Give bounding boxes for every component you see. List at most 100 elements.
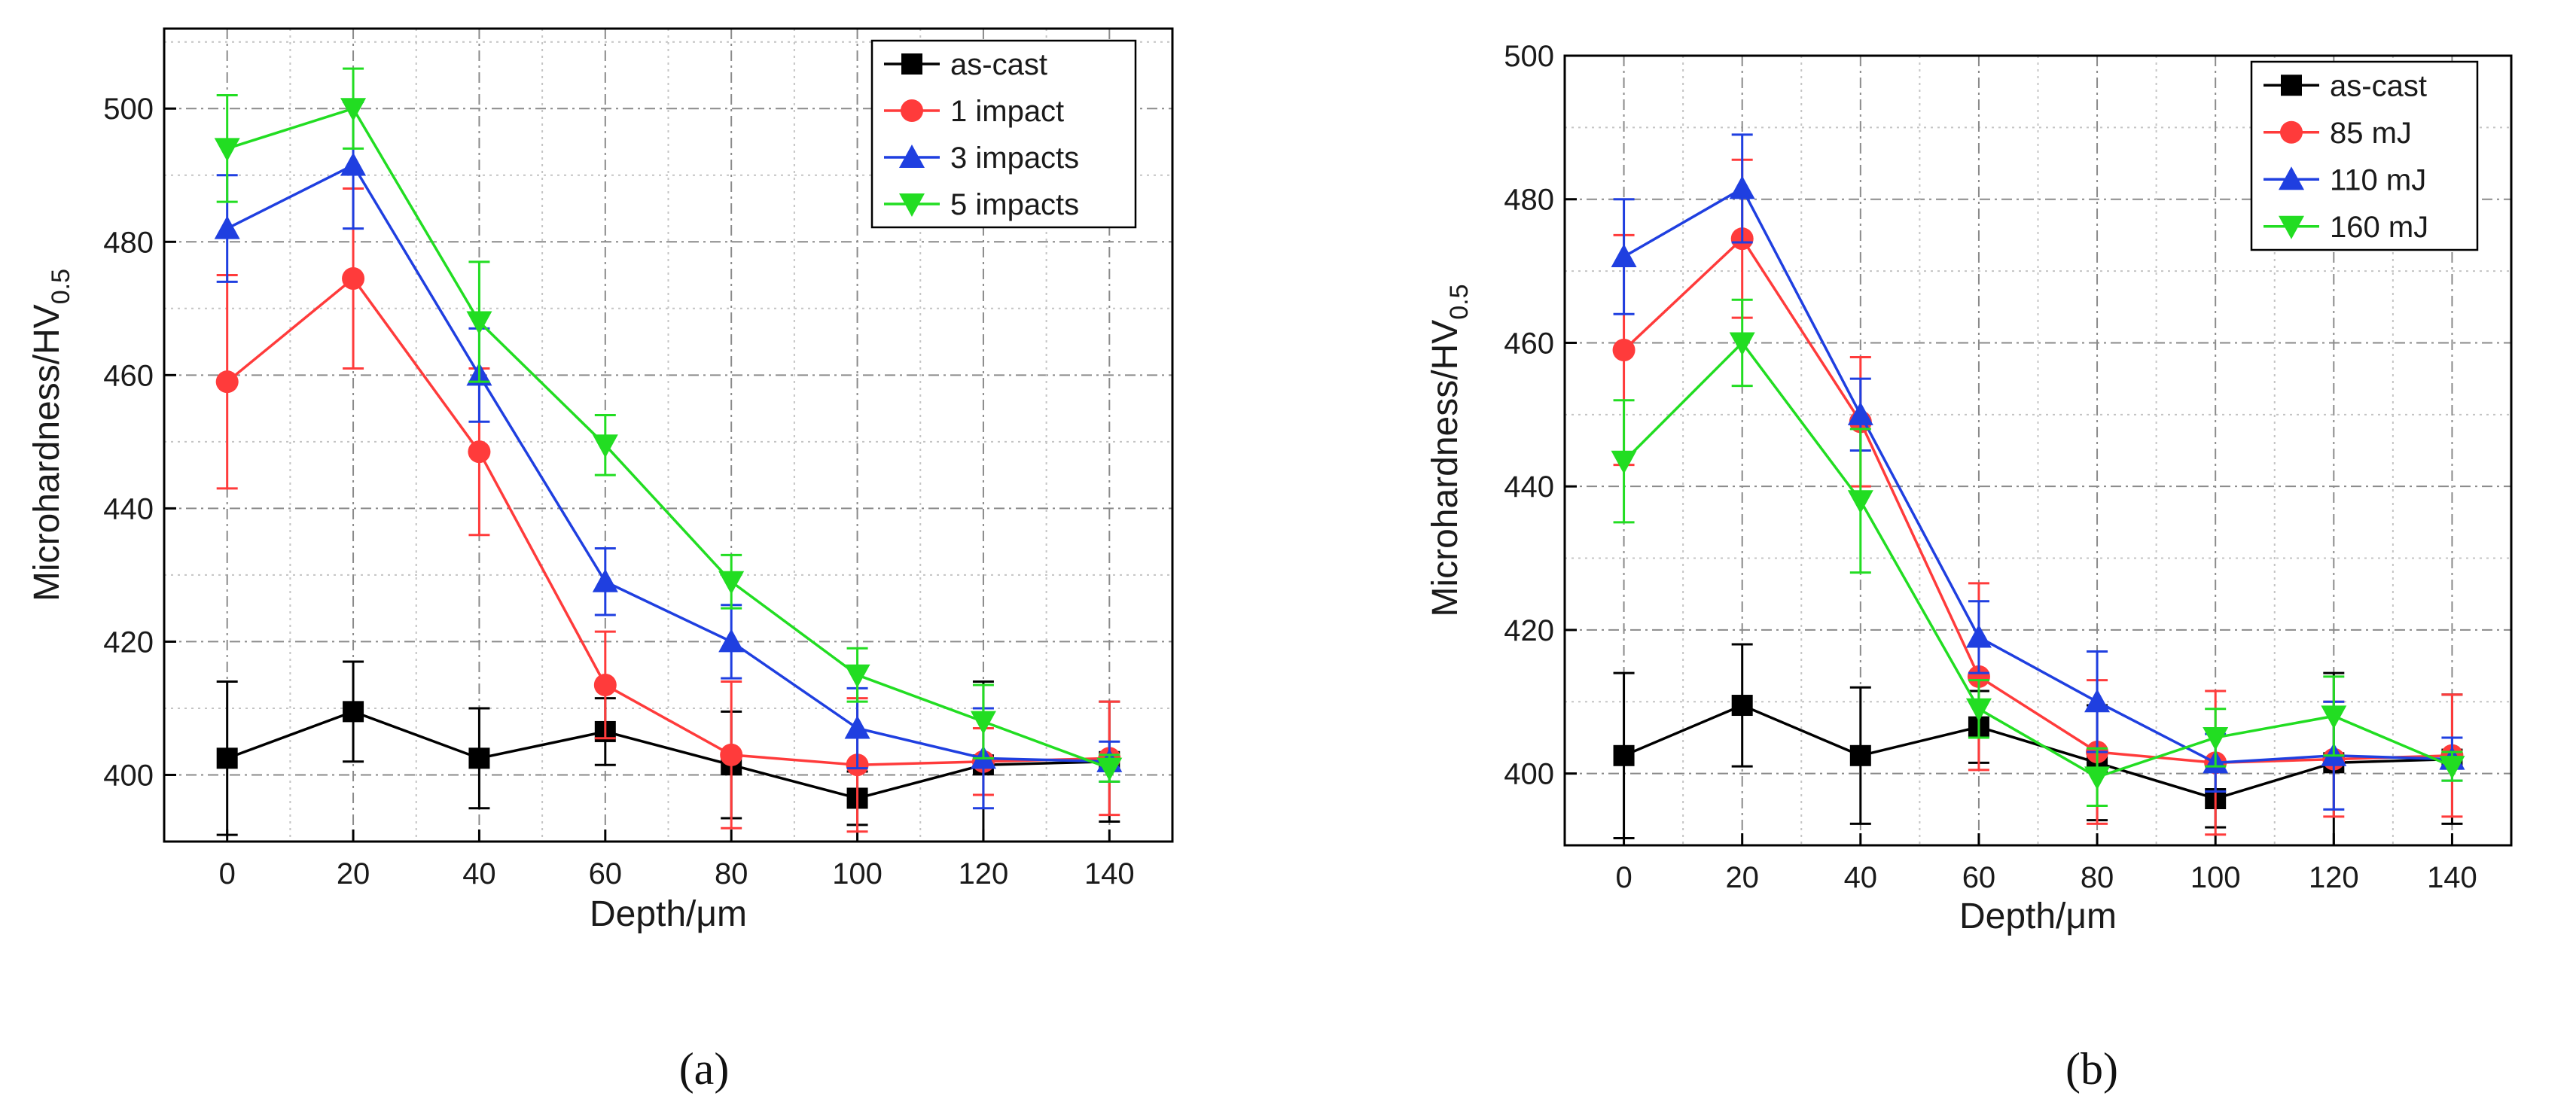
series-line xyxy=(1623,186,2453,765)
panel-a-ytick-label: 400 xyxy=(103,759,154,792)
panel-a-plot-frame xyxy=(163,27,1174,843)
data-point xyxy=(466,311,492,335)
series-line xyxy=(1623,704,2453,800)
panel-b-xtick-label: 0 xyxy=(1615,861,1632,894)
data-point xyxy=(1729,175,1755,199)
data-point xyxy=(1612,338,1636,361)
data-point xyxy=(468,440,491,464)
panel-b-series-160-mJ xyxy=(1611,298,2465,808)
panel-a-caption: (a) xyxy=(679,1044,730,1094)
panel-a-ytick-label: 420 xyxy=(103,626,154,659)
panel-b-xtick-label: 80 xyxy=(2081,861,2114,894)
panel-a-ytick-label: 500 xyxy=(103,93,154,126)
series-line xyxy=(226,276,1110,766)
data-point xyxy=(1967,665,1990,688)
legend-label: 85 mJ xyxy=(2330,117,2412,150)
legend-label: 1 impact xyxy=(950,95,1064,128)
panel-a-xtick-label: 120 xyxy=(959,857,1009,890)
data-point xyxy=(1965,698,1992,722)
data-point xyxy=(2321,705,2347,729)
panel-a-ytick-label: 460 xyxy=(103,359,154,392)
panel-a-xtick-label: 140 xyxy=(1084,857,1135,890)
data-point xyxy=(1613,744,1635,766)
data-point xyxy=(214,215,240,239)
series-line xyxy=(226,163,1110,763)
panel-b-xtick-label: 140 xyxy=(2427,861,2477,894)
data-point xyxy=(215,370,239,394)
data-point xyxy=(2439,756,2465,780)
legend-marker xyxy=(901,99,923,122)
panel-b-xtick-label: 40 xyxy=(1844,861,1878,894)
data-point xyxy=(2203,726,2229,750)
panel-a-xtick-label: 20 xyxy=(337,857,370,890)
panel-a-legend: as-cast 1 impact 3 impacts 5 impacts xyxy=(870,39,1137,229)
data-point xyxy=(216,747,238,769)
data-point xyxy=(1729,332,1755,356)
data-point xyxy=(718,629,745,653)
data-point xyxy=(343,701,364,723)
panel-b-x-axis-label: Depth/μm xyxy=(1959,896,2117,936)
panel-a-xtick-label: 100 xyxy=(832,857,883,890)
legend-label: 5 impacts xyxy=(950,188,1079,221)
panel-b-xtick-label: 100 xyxy=(2190,861,2241,894)
legend-marker xyxy=(2280,120,2303,144)
panel-b-ytick-label: 440 xyxy=(1504,470,1554,504)
data-point xyxy=(844,664,870,688)
legend-marker xyxy=(899,193,925,217)
data-point xyxy=(1096,757,1123,781)
legend-marker xyxy=(899,145,925,168)
data-point xyxy=(342,266,365,290)
data-point xyxy=(2084,689,2111,713)
data-point xyxy=(592,568,618,592)
panel-a-x-axis-label: Depth/μm xyxy=(590,894,747,934)
data-point xyxy=(1849,744,1871,766)
legend-marker xyxy=(2279,215,2304,239)
panel-a-xtick-label: 0 xyxy=(219,857,236,890)
panel-a-series-5-impacts xyxy=(214,67,1123,783)
legend-marker xyxy=(901,53,922,75)
series-line xyxy=(1623,236,2453,765)
data-point xyxy=(1731,695,1753,717)
panel-b-ytick-label: 400 xyxy=(1504,758,1554,791)
data-point xyxy=(1611,244,1637,268)
data-point xyxy=(720,743,743,766)
data-point xyxy=(2084,766,2111,790)
data-point xyxy=(1847,401,1873,425)
series-line xyxy=(227,710,1110,800)
panel-a-y-axis-label: Microhardness/HV0.5 xyxy=(27,269,75,601)
data-point xyxy=(340,98,367,122)
panel-b-ytick-label: 460 xyxy=(1504,327,1554,360)
series-line xyxy=(227,107,1110,770)
chart-panel-b: 400 420 440 460 480 500 0 20 40 60 80 100 120 140 Dept… xyxy=(1425,40,2513,1094)
data-point xyxy=(340,152,367,176)
panel-b-y-axis-label: Microhardness/HV0.5 xyxy=(1425,284,1474,616)
panel-b-xtick-label: 60 xyxy=(1962,861,1996,894)
panel-a-ytick-label: 440 xyxy=(103,492,154,525)
data-point xyxy=(844,715,870,739)
legend-label: 3 impacts xyxy=(950,142,1079,175)
data-point xyxy=(718,571,745,595)
data-point xyxy=(593,673,617,696)
panel-b-ytick-label: 480 xyxy=(1504,184,1554,217)
panel-b-xtick-label: 120 xyxy=(2309,861,2359,894)
legend-label: as-cast xyxy=(950,48,1047,81)
data-point xyxy=(592,434,618,458)
data-point xyxy=(1847,490,1873,514)
data-point xyxy=(1611,450,1637,474)
legend-label: 160 mJ xyxy=(2330,211,2428,244)
panel-b-legend: as-cast 85 mJ 110 mJ 160 mJ xyxy=(2250,60,2479,251)
legend-label: as-cast xyxy=(2330,69,2427,102)
legend-label: 110 mJ xyxy=(2330,163,2426,196)
panel-a-xtick-label: 80 xyxy=(715,857,748,890)
panel-b-ytick-label: 420 xyxy=(1504,614,1554,647)
legend-marker xyxy=(2279,166,2304,190)
data-point xyxy=(1965,624,1992,648)
panel-b-caption: (b) xyxy=(2065,1044,2118,1094)
panel-b-xtick-label: 20 xyxy=(1725,861,1759,894)
panel-b-ytick-label: 500 xyxy=(1504,40,1554,73)
series-line xyxy=(1623,340,2453,779)
data-point xyxy=(970,711,996,735)
chart-panel-a: 400 420 440 460 480 500 0 20 40 60 80 100 120 140 Dept… xyxy=(27,27,1174,1094)
panel-b-plot-frame xyxy=(1563,54,2513,847)
panel-a-ytick-label: 480 xyxy=(103,226,154,259)
